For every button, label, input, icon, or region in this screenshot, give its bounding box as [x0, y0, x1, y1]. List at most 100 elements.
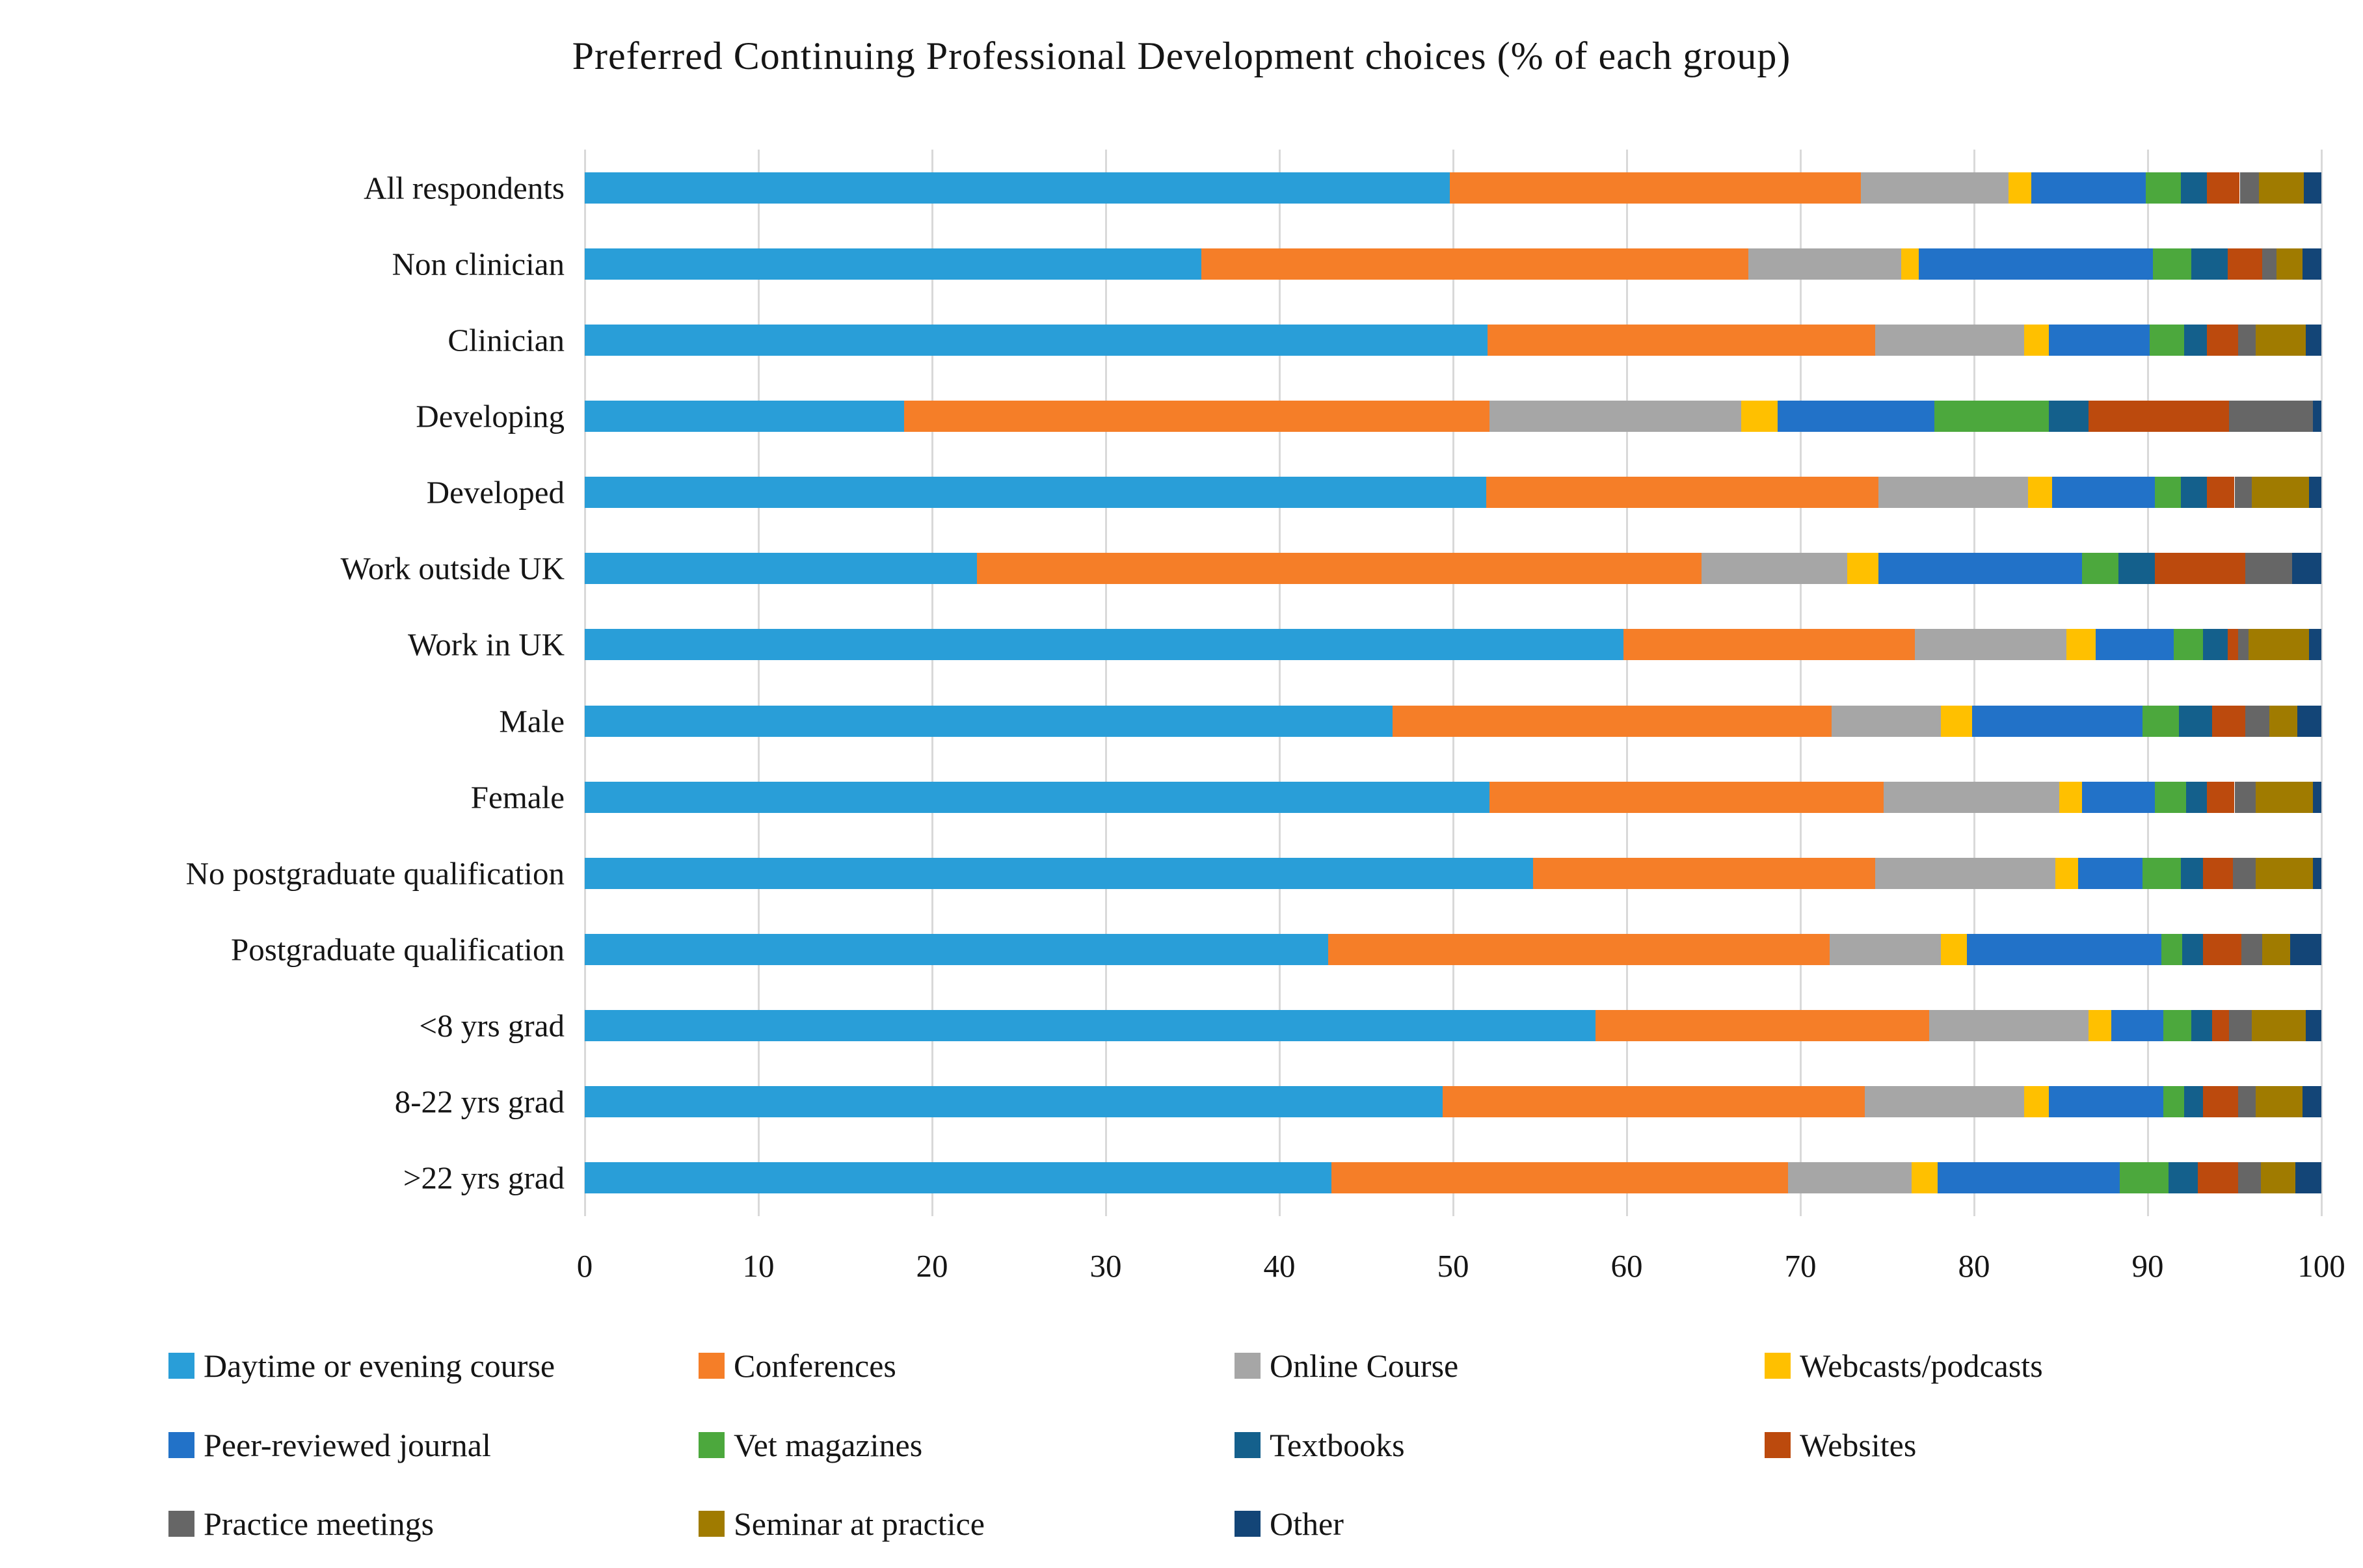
bar-segment [1741, 401, 1778, 432]
bar-row [585, 934, 2321, 965]
bar-segment [2052, 477, 2155, 509]
bar-segment [1878, 553, 2082, 585]
bar-segment [2161, 934, 2183, 965]
bar-segment [2237, 629, 2249, 661]
bar-segment [1915, 629, 2066, 661]
legend-item: Conferences [699, 1347, 896, 1385]
bar-segment [1328, 934, 1830, 965]
bar-segment [2191, 248, 2228, 280]
legend-item: Daytime or evening course [168, 1347, 555, 1385]
bar-segment [2304, 172, 2321, 204]
bar-segment [2179, 705, 2212, 737]
gridline-60 [1626, 150, 1628, 1216]
bar-segment [2312, 401, 2321, 432]
bar-segment [1701, 553, 1848, 585]
bar-segment [2252, 1010, 2306, 1042]
bar-segment [585, 1086, 1443, 1118]
legend-label: Vet magazines [734, 1427, 923, 1463]
x-tick-label: 0 [576, 1248, 593, 1284]
bar-segment [2206, 172, 2240, 204]
gridline-80 [1973, 150, 1975, 1216]
plot-area [584, 150, 2323, 1216]
bar-segment [2255, 781, 2313, 813]
bar-segment [2203, 629, 2228, 661]
bar-segment [1941, 705, 1973, 737]
bar-segment [2180, 172, 2207, 204]
bar-segment [2185, 781, 2207, 813]
bar-segment [2081, 553, 2118, 585]
bar-segment [1918, 248, 2153, 280]
bar-segment [1788, 1162, 1912, 1194]
bar-segment [2211, 1010, 2230, 1042]
legend-item: Textbooks [1235, 1426, 1405, 1464]
bar-segment [2191, 1010, 2212, 1042]
x-tick-label: 80 [1958, 1248, 1990, 1284]
gridline-70 [1800, 150, 1802, 1216]
bar-segment [2227, 629, 2238, 661]
category-label: Female [470, 779, 565, 816]
bar-segment [585, 553, 978, 585]
bar-row [585, 172, 2321, 204]
bar-segment [2154, 477, 2181, 509]
bar-segment [585, 1010, 1595, 1042]
legend-swatch [699, 1353, 725, 1379]
bar-row [585, 477, 2321, 509]
bar-segment [1967, 934, 2162, 965]
category-axis: All respondents Non clinician Clinician Dev… [0, 150, 565, 1216]
bar-segment [1847, 553, 1879, 585]
bar-segment [2203, 934, 2242, 965]
bar-segment [2241, 934, 2263, 965]
bar-row [585, 401, 2321, 432]
legend-item: Seminar at practice [699, 1505, 985, 1543]
category-label: Work in UK [407, 626, 565, 663]
bar-row [585, 1086, 2321, 1118]
bar-segment [2154, 781, 2186, 813]
bar-segment [1486, 477, 1879, 509]
bar-segment [1595, 1010, 1929, 1042]
bar-row [585, 553, 2321, 585]
bar-row [585, 857, 2321, 889]
bar-segment [2309, 477, 2321, 509]
bar-segment [1864, 1086, 2025, 1118]
x-tick-label: 100 [2297, 1248, 2345, 1284]
bar-segment [2234, 477, 2252, 509]
bar-segment [2180, 857, 2204, 889]
legend-item: Practice meetings [168, 1505, 434, 1543]
bar-segment [1830, 934, 1942, 965]
bar-segment [2312, 781, 2321, 813]
bar-segment [2154, 553, 2245, 585]
bar-segment [1929, 1010, 2089, 1042]
gridline-100 [2321, 150, 2323, 1216]
bar-segment [585, 705, 1393, 737]
bar-segment [2234, 781, 2256, 813]
bar-segment [2309, 629, 2321, 661]
bar-segment [2163, 1086, 2185, 1118]
bar-segment [2174, 629, 2204, 661]
bar-segment [1532, 857, 1875, 889]
bar-segment [1201, 248, 1748, 280]
bar-segment [585, 248, 1201, 280]
bar-segment [2027, 477, 2053, 509]
bar-segment [2031, 172, 2146, 204]
x-tick-label: 20 [916, 1248, 948, 1284]
legend-swatch [1765, 1353, 1791, 1379]
gridline-10 [758, 150, 760, 1216]
category-label: Work outside UK [340, 550, 565, 587]
bar-segment [2142, 705, 2180, 737]
gridline-40 [1279, 150, 1281, 1216]
bar-segment [2089, 1010, 2111, 1042]
gridline-20 [931, 150, 933, 1216]
bar-segment [1748, 248, 1901, 280]
bar-segment [2269, 705, 2297, 737]
bar-segment [2255, 1086, 2303, 1118]
bar-segment [2203, 1086, 2238, 1118]
bar-segment [2111, 1010, 2164, 1042]
bar-segment [2024, 324, 2049, 356]
gridline-90 [2147, 150, 2149, 1216]
bar-segment [1331, 1162, 1789, 1194]
legend-label: Peer-reviewed journal [204, 1427, 491, 1463]
bar-segment [2182, 934, 2204, 965]
bar-segment [2206, 781, 2235, 813]
legend-label: Webcasts/podcasts [1800, 1348, 2043, 1384]
legend-swatch [168, 1353, 194, 1379]
